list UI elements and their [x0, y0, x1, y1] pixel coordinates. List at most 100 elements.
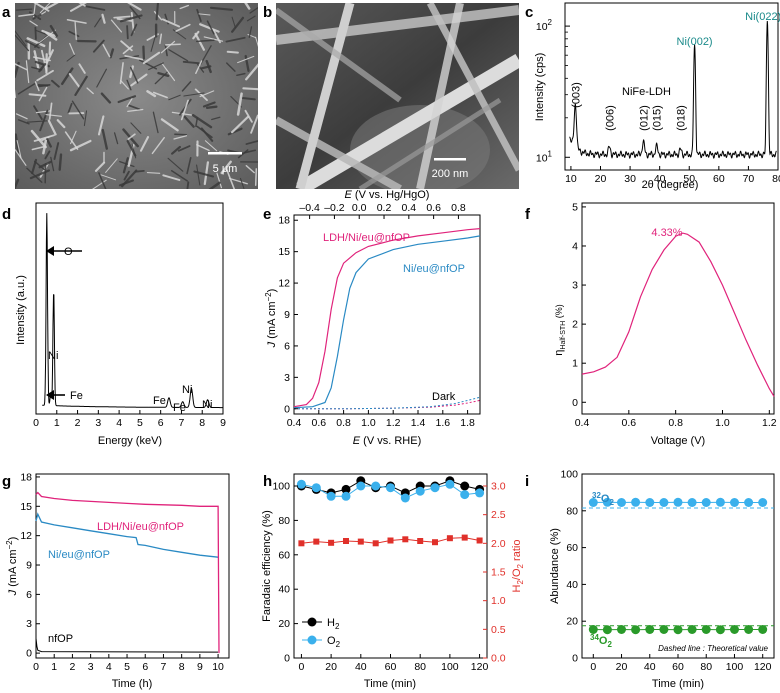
- x-tick-label: 7: [179, 417, 185, 429]
- point-ratio: [417, 538, 424, 544]
- y-ticks-e: 0 3 6 9 12 15 18: [278, 215, 298, 415]
- panel-b: b 200 nm: [263, 3, 519, 189]
- x-axis-label-i: Time (min): [652, 678, 704, 690]
- x-tick-label: 80: [700, 661, 712, 673]
- top-x-ticks-e: –0.4 –0.2 0.0 0.2 0.4 0.6 0.8: [299, 202, 466, 219]
- x-tick-label: 8: [179, 661, 185, 673]
- point-o2: [415, 486, 425, 496]
- point-ratio: [476, 537, 483, 544]
- panel-e: e 0.4 0.6 0.8 1.0 1.2 1.4 1.6 1.8 –0.4 –0.2 0.0 0.…: [263, 189, 481, 447]
- point-34o2: [701, 625, 711, 634]
- x-tick-label: 2: [69, 661, 75, 673]
- x-tick-label: 60: [713, 173, 725, 185]
- point-o2: [341, 491, 351, 501]
- panel-h: h 0 20 40 60 80 100 120 0 20 40 60 80 100 0.0 0.5 1.0…: [261, 473, 525, 690]
- point-ratio: [461, 534, 468, 541]
- y2-tick-label: 1.0: [491, 595, 506, 607]
- x-tick-label: 20: [325, 661, 337, 673]
- point-o2: [400, 493, 410, 503]
- y-tick-label: 3: [572, 280, 578, 292]
- x-tick-label: 0.6: [311, 417, 326, 429]
- x-tick-label: 3: [95, 417, 101, 429]
- point-o2: [445, 479, 455, 489]
- point-34o2: [631, 625, 641, 635]
- x-ticks-c: 10 20 30 40 50 60 70 80: [565, 166, 780, 185]
- x-tick-label: 0: [590, 661, 596, 673]
- axes-c: [564, 2, 779, 171]
- point-ratio: [313, 538, 320, 545]
- y-tick-label: 20: [278, 618, 290, 630]
- panel-f: f 0.4 0.6 0.8 1.0 1.2 0 1 2 3 4 5 Voltage (V) ηHa…: [525, 201, 777, 447]
- point-32o2: [631, 497, 641, 507]
- x-tick-label: 0: [33, 417, 39, 429]
- sem-flakes-a: [15, 3, 258, 189]
- series-ni-eu-nfop: [35, 512, 219, 558]
- point-34o2: [673, 625, 683, 635]
- top-x-axis-label-e: E (V vs. Hg/HgO): [345, 189, 430, 201]
- y-tick-label: 12: [278, 278, 290, 290]
- series-dark-ni: [294, 396, 481, 410]
- y-axis-label-d: Intensity (a.u.): [15, 275, 27, 345]
- panel-label-i: i: [525, 473, 529, 490]
- x-tick-label: 2: [75, 417, 81, 429]
- point-32o2: [617, 498, 626, 507]
- point-32o2: [673, 497, 683, 507]
- legend-marker-h2: [307, 617, 317, 627]
- point-o2: [326, 491, 336, 501]
- peak-label: (015): [652, 105, 664, 131]
- y-tick-label: 0: [284, 403, 290, 415]
- series-eta-half-sth: [581, 232, 775, 397]
- point-32o2: [659, 498, 669, 507]
- panel-label-d: d: [2, 206, 11, 223]
- x-axis-label-c: 2θ (degree): [642, 179, 699, 191]
- x-tick-label: 100: [441, 661, 459, 673]
- sem-wires-b: [276, 3, 519, 189]
- y-tick-label: 0: [572, 653, 578, 665]
- point-o2: [356, 481, 366, 491]
- arrow-o-head: [46, 246, 54, 256]
- point-34o2: [602, 625, 612, 635]
- y-tick-label: 6: [26, 589, 32, 601]
- x-tick-label: 4: [106, 661, 112, 673]
- y-axis-label-f: ηHalf-STH (%): [553, 304, 567, 355]
- point-34o2: [645, 625, 655, 634]
- y-tick-label: 18: [20, 471, 32, 483]
- y-tick-label: 3: [26, 618, 32, 630]
- panel-label-f: f: [525, 206, 531, 223]
- top-x-tick-label: 0.8: [451, 202, 466, 214]
- legend-ni-eu-nfop-g: Ni/eu@nfOP: [48, 549, 110, 561]
- x-tick-label: 10: [565, 173, 577, 185]
- xrd-pattern: [569, 20, 777, 160]
- y-tick-label: 102: [536, 18, 553, 33]
- peak-label-ni022: Ni(022): [745, 11, 780, 23]
- y-tick-label: 3: [284, 372, 290, 384]
- scale-label-a: 5 μm: [213, 163, 238, 175]
- peak-annotation-f: 4.33%: [651, 227, 682, 239]
- point-34o2: [617, 625, 626, 634]
- point-ratio: [357, 538, 364, 545]
- x-tick-label: 1.4: [411, 417, 426, 429]
- x-axis-label-f: Voltage (V): [651, 435, 705, 447]
- point-34o2: [588, 625, 598, 634]
- y-ticks-f: 0 1 2 3 4 5: [572, 201, 586, 409]
- scale-bar-a: [208, 152, 242, 155]
- label-34o2: 34O2: [590, 633, 612, 649]
- y-tick-label: 0: [284, 653, 290, 665]
- x-tick-label: 70: [743, 173, 755, 185]
- top-x-tick-label: 0.4: [402, 202, 417, 214]
- x-tick-label: 1.8: [460, 417, 475, 429]
- y2-tick-label: 1.5: [491, 567, 506, 579]
- point-ratio: [343, 538, 349, 544]
- point-34o2: [730, 625, 739, 634]
- point-o2: [386, 483, 395, 493]
- x-axis-label-h: Time (min): [364, 678, 416, 690]
- x-tick-label: 1: [51, 661, 57, 673]
- x-tick-label: 120: [471, 661, 489, 673]
- y-tick-label: 80: [566, 505, 578, 517]
- x-tick-label: 120: [754, 661, 772, 673]
- legend-nfop-g: nfOP: [48, 633, 73, 645]
- x-ticks-h: 0 20 40 60 80 100 120: [299, 654, 489, 673]
- point-32o2: [730, 498, 739, 507]
- arrow-fe-head: [46, 390, 54, 400]
- right-y-axis-label-h: H2/O2 ratio: [511, 540, 525, 593]
